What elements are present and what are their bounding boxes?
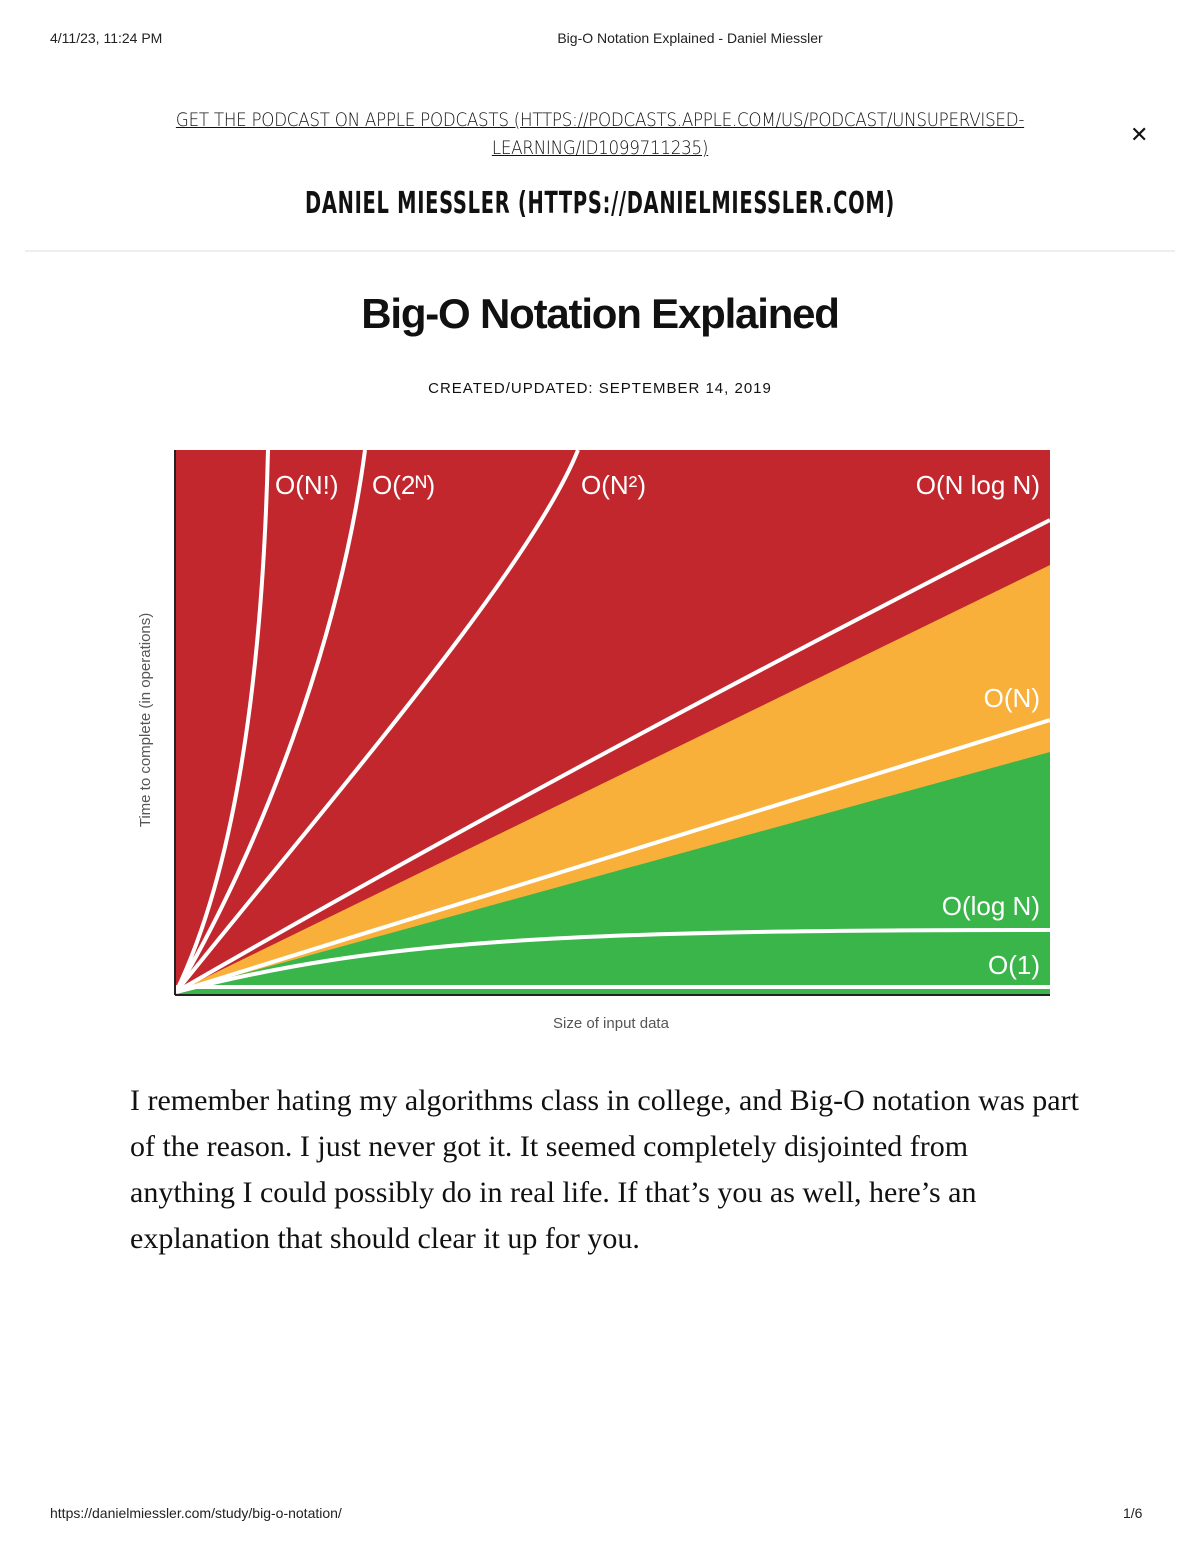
label-log: O(log N)	[942, 891, 1040, 921]
region-good	[176, 752, 1050, 994]
label-constant: O(1)	[988, 950, 1040, 980]
print-page-title: Big-O Notation Explained - Daniel Miessl…	[557, 30, 823, 46]
curve-linear	[175, 718, 1051, 994]
print-datetime: 4/11/23, 11:24 PM	[50, 30, 163, 46]
label-exponential: O(2ᴺ)	[372, 470, 435, 500]
close-icon[interactable]: ✕	[1130, 122, 1149, 147]
page-number: 1/6	[1123, 1505, 1143, 1521]
label-nlogn: O(N log N)	[916, 470, 1040, 500]
curve-nlogn	[174, 518, 1051, 994]
header-divider	[25, 250, 1175, 252]
page-title: Big-O Notation Explained	[361, 290, 840, 337]
podcast-link[interactable]: GET THE PODCAST ON APPLE PODCASTS (HTTPS…	[175, 109, 1025, 159]
intro-paragraph: I remember hating my algorithms class in…	[130, 1084, 1079, 1255]
label-linear: O(N)	[984, 683, 1040, 713]
curve-factorial	[174, 449, 270, 993]
curve-log	[175, 928, 1051, 994]
y-axis-label: Time to complete (in operations)	[137, 613, 154, 828]
curve-exponential	[174, 449, 367, 994]
big-o-complexity-figure: O(N!) O(2ᴺ) O(N²) O(N log N) O(N) O(log …	[137, 449, 1051, 1032]
label-factorial: O(N!)	[275, 470, 339, 500]
post-date: CREATED/UPDATED: SEPTEMBER 14, 2019	[428, 380, 772, 397]
print-url: https://danielmiessler.com/study/big-o-n…	[50, 1505, 342, 1521]
curve-quadratic	[174, 449, 580, 994]
x-axis-label: Size of input data	[553, 1015, 670, 1032]
site-name-link[interactable]: DANIEL MIESSLER (HTTPS://DANIELMIESSLER.…	[305, 186, 895, 221]
label-quadratic: O(N²)	[581, 470, 646, 500]
